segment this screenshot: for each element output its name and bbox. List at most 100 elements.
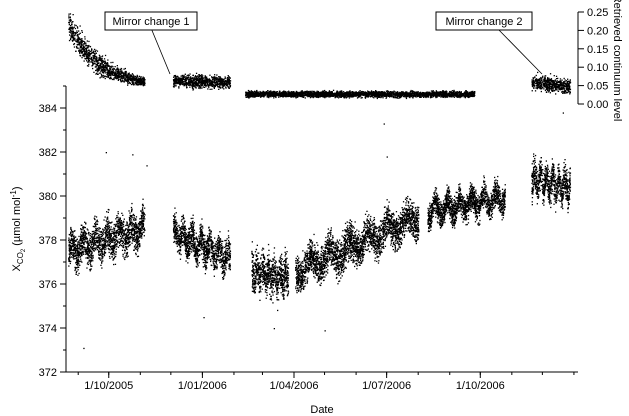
- data-point: [103, 219, 105, 221]
- data-point: [282, 298, 285, 300]
- data-point: [95, 232, 97, 234]
- data-point: [270, 276, 272, 278]
- data-point: [316, 242, 318, 244]
- data-point: [401, 222, 404, 224]
- data-point: [300, 281, 302, 283]
- data-point: [92, 238, 94, 240]
- data-point: [129, 218, 131, 220]
- data-point: [212, 261, 214, 263]
- data-point: [224, 239, 226, 242]
- data-point: [376, 247, 378, 249]
- data-point: [180, 230, 183, 233]
- data-point: [396, 250, 398, 252]
- data-point: [406, 230, 408, 232]
- data-point: [82, 227, 84, 229]
- data-point: [370, 215, 372, 218]
- data-point: [69, 256, 71, 258]
- data-point: [193, 250, 195, 252]
- data-point: [177, 231, 179, 233]
- data-point: [195, 250, 197, 253]
- data-point: [270, 297, 272, 300]
- data-point: [287, 277, 289, 279]
- data-point: [228, 264, 231, 266]
- data-point: [188, 257, 190, 260]
- data-point: [219, 246, 221, 248]
- data-point: [69, 255, 71, 257]
- data-point: [129, 217, 131, 219]
- data-point: [102, 233, 105, 235]
- data-point: [95, 239, 97, 241]
- data-point: [106, 230, 108, 232]
- data-point: [111, 241, 113, 243]
- data-point: [93, 234, 96, 236]
- data-point: [109, 236, 112, 238]
- data-point: [302, 281, 304, 283]
- data-point: [414, 231, 416, 233]
- data-point: [107, 226, 109, 228]
- data-point: [278, 277, 281, 280]
- data-point: [80, 237, 82, 239]
- data-point: [286, 286, 289, 288]
- data-point: [126, 251, 129, 254]
- data-point: [348, 255, 350, 257]
- data-point: [180, 226, 182, 229]
- data-point: [262, 248, 265, 250]
- data-point: [99, 233, 101, 236]
- data-point: [377, 235, 380, 237]
- data-point: [127, 237, 129, 239]
- data-point: [376, 239, 378, 242]
- data-point: [180, 231, 182, 233]
- data-point: [201, 228, 203, 231]
- data-point: [119, 224, 122, 226]
- data-point: [129, 220, 131, 222]
- data-point: [104, 252, 107, 254]
- data-point: [258, 278, 260, 280]
- data-point: [311, 269, 313, 271]
- data-point: [228, 242, 230, 244]
- data-point: [270, 273, 272, 275]
- data-point: [113, 238, 115, 240]
- data-point: [83, 230, 85, 232]
- data-point: [409, 213, 411, 216]
- data-point: [128, 239, 130, 241]
- data-point: [260, 258, 262, 260]
- data-point: [113, 230, 115, 232]
- data-point: [415, 242, 417, 245]
- data-point: [182, 223, 184, 226]
- data-point: [188, 252, 190, 255]
- data-point: [141, 233, 143, 235]
- data-point: [374, 240, 376, 242]
- data-point: [90, 257, 92, 259]
- data-point: [76, 259, 78, 262]
- data-point: [191, 242, 194, 245]
- data-point: [356, 229, 358, 231]
- data-point: [137, 230, 139, 233]
- data-point: [185, 234, 187, 236]
- data-point: [108, 222, 110, 224]
- data-point: [339, 280, 341, 282]
- data-point: [286, 270, 288, 272]
- data-point: [180, 246, 182, 248]
- data-point: [196, 251, 198, 253]
- data-point: [228, 265, 230, 268]
- data-point: [115, 223, 117, 226]
- data-point: [207, 244, 209, 246]
- data-point: [392, 230, 394, 232]
- data-point: [105, 246, 107, 248]
- data-point: [203, 250, 205, 253]
- data-point: [365, 230, 367, 232]
- data-point: [142, 198, 144, 200]
- data-point: [108, 226, 110, 228]
- data-point: [219, 262, 221, 264]
- data-point: [114, 241, 116, 243]
- data-point: [188, 232, 190, 234]
- data-point: [82, 236, 84, 238]
- data-point: [138, 227, 140, 229]
- data-point: [358, 230, 360, 232]
- data-point: [403, 212, 406, 214]
- data-point: [124, 252, 126, 254]
- data-point: [264, 274, 267, 276]
- data-point: [109, 237, 111, 239]
- data-point: [178, 234, 180, 237]
- data-point: [394, 221, 396, 223]
